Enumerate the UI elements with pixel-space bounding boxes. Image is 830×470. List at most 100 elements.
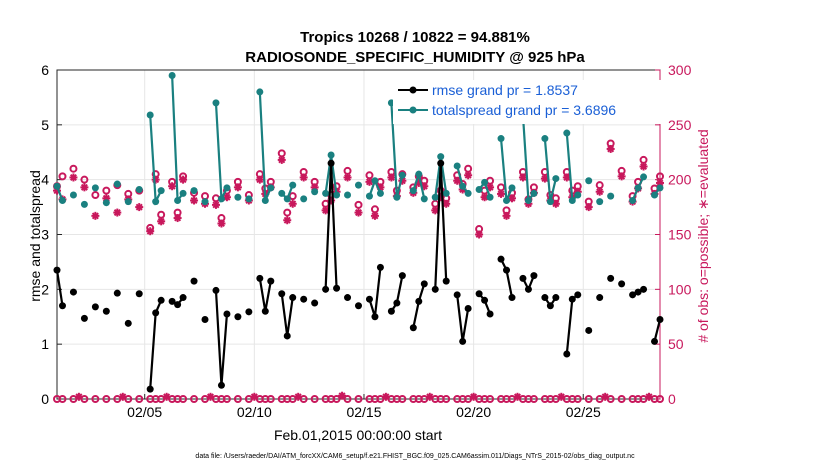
- obs-evaluated-point: [617, 172, 626, 181]
- series-rmse-point: [201, 315, 209, 323]
- series-totalspread-point: [398, 171, 406, 179]
- obs-possible-point: [58, 395, 67, 403]
- series-rmse-point: [503, 266, 511, 274]
- series-totalspread-point: [256, 88, 264, 96]
- series-totalspread-point: [431, 193, 439, 201]
- series-rmse-point: [629, 291, 637, 299]
- series-totalspread-line: [521, 114, 535, 204]
- series-rmse-point: [58, 302, 66, 310]
- series-totalspread-point: [179, 189, 187, 197]
- obs-possible-point: [233, 395, 242, 403]
- obs-possible-point: [442, 395, 451, 403]
- series-totalspread-point: [656, 184, 664, 192]
- obs-evaluated-point: [557, 392, 566, 401]
- y-tick-label: 2: [41, 281, 49, 297]
- obs-possible-point: [266, 395, 275, 403]
- series-obs-4: [53, 395, 664, 403]
- obs-possible-point: [91, 395, 100, 403]
- y-tick-label-right: 250: [668, 117, 692, 133]
- y-axis-label: rmse and totalspread: [27, 170, 43, 302]
- obs-evaluated-point: [645, 392, 654, 401]
- y-tick-label: 0: [41, 391, 49, 407]
- obs-evaluated-point: [453, 176, 462, 185]
- obs-possible-point: [497, 183, 506, 192]
- series-rmse-point: [459, 337, 467, 345]
- series-rmse-point: [113, 289, 121, 297]
- obs-evaluated-point: [211, 200, 220, 209]
- series-rmse-point: [486, 310, 494, 318]
- series-totalspread-line: [543, 138, 557, 202]
- y-ticks-right: 0 50 100 150 200 250 300: [655, 62, 692, 407]
- obs-possible-point: [486, 395, 495, 403]
- series-rmse-line: [214, 290, 229, 386]
- series-totalspread-point: [322, 189, 330, 197]
- obs-evaluated-point: [190, 196, 199, 205]
- obs-evaluated-point: [80, 183, 89, 192]
- series-rmse-point: [146, 385, 154, 393]
- obs-evaluated-point: [162, 392, 171, 401]
- series-rmse-point: [376, 263, 384, 271]
- obs-evaluated-point: [562, 173, 571, 182]
- series-totalspread-point: [453, 162, 461, 170]
- obs-evaluated-point: [464, 171, 473, 180]
- series-obs-5: [74, 391, 654, 401]
- obs-evaluated-point: [584, 203, 593, 212]
- series-totalspread-point: [371, 177, 379, 185]
- series-totalspread-point: [69, 191, 77, 199]
- obs-possible-point: [222, 395, 231, 403]
- y-ticks-left: 0 1 2 3 4 5 6: [41, 62, 62, 407]
- series-totalspread-point: [135, 186, 143, 194]
- series-totalspread-point: [278, 189, 286, 197]
- series-totalspread-point: [261, 197, 269, 205]
- series-totalspread-point: [300, 195, 308, 203]
- obs-possible-point: [102, 186, 111, 195]
- series-rmse-point: [256, 274, 264, 282]
- obs-possible-point: [277, 149, 286, 158]
- series-rmse-line: [456, 294, 470, 342]
- series-totalspread-point: [91, 184, 99, 192]
- series-totalspread-point: [190, 187, 198, 195]
- y-tick-label: 6: [41, 62, 49, 78]
- y-tick-label-right: 50: [668, 336, 684, 352]
- obs-evaluated-point: [442, 199, 451, 208]
- series-totalspread-point: [640, 173, 648, 181]
- obs-possible-point: [332, 395, 341, 403]
- series-rmse-point: [289, 294, 297, 302]
- obs-evaluated-point: [113, 208, 122, 217]
- series-totalspread-point: [113, 180, 121, 188]
- legend: rmse grand pr = 1.8537 totalspread grand…: [393, 80, 663, 124]
- y-tick-label: 1: [41, 336, 49, 352]
- x-tick-label: 02/05: [127, 404, 162, 420]
- series-rmse-point: [157, 296, 165, 304]
- legend-spread: totalspread grand pr = 3.6896: [432, 102, 616, 118]
- legend-rmse: rmse grand pr = 1.8537: [432, 82, 578, 98]
- obs-possible-point: [639, 155, 648, 164]
- series-totalspread-point: [420, 195, 428, 203]
- series-rmse-point: [387, 307, 395, 315]
- series-rmse-point: [333, 284, 341, 292]
- series-totalspread-point: [541, 135, 549, 143]
- obs-evaluated-point: [222, 193, 231, 202]
- series-rmse-line: [368, 267, 382, 318]
- series-rmse-point: [371, 313, 379, 321]
- obs-evaluated-point: [469, 392, 478, 401]
- series-totalspread-point: [563, 129, 571, 137]
- obs-evaluated-point: [168, 182, 177, 191]
- y-tick-label-right: 300: [668, 62, 692, 78]
- series-rmse-point: [278, 290, 286, 298]
- series-totalspread-point: [355, 181, 362, 189]
- series-totalspread-point: [201, 198, 209, 206]
- series-totalspread-point: [481, 178, 489, 186]
- obs-possible-point: [288, 192, 297, 201]
- series-totalspread-point: [415, 170, 423, 178]
- series-totalspread-point: [58, 197, 66, 205]
- y-tick-label: 3: [41, 227, 49, 243]
- series-rmse-point: [179, 294, 187, 302]
- obs-evaluated-point: [294, 392, 303, 401]
- obs-evaluated-point: [277, 155, 286, 164]
- chart-subtitle: RADIOSONDE_SPECIFIC_HUMIDITY @ 925 hPa: [245, 49, 585, 66]
- y-tick-label: 4: [41, 172, 49, 188]
- series-totalspread-point: [212, 99, 220, 107]
- obs-possible-point: [343, 395, 352, 403]
- series-rmse-point: [409, 324, 417, 332]
